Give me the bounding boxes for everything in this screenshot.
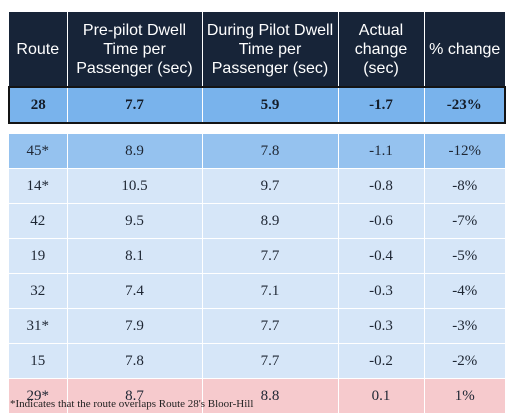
pre-pilot-cell: 10.5	[67, 168, 203, 204]
table-row: 45* 8.9 7.8 -1.1 -12%	[9, 134, 505, 169]
pre-pilot-cell: 8.9	[67, 134, 203, 169]
pre-pilot-cell: 8.1	[67, 238, 203, 274]
actual-change-cell: -0.8	[338, 168, 425, 204]
pre-pilot-cell: 7.9	[67, 308, 203, 344]
during-pilot-cell: 8.9	[202, 203, 339, 239]
percent-change-cell: -4%	[424, 273, 505, 309]
actual-change-cell: -1.1	[338, 134, 425, 169]
table-body: 28 7.7 5.9 -1.7 -23% 45* 8.9 7.8 -1.1 -12% 14* 10.5…	[8, 86, 506, 414]
table-row: 15 7.8 7.7 -0.2 -2%	[9, 343, 505, 379]
route-cell: 32	[9, 273, 68, 309]
route-cell: 14*	[9, 168, 68, 204]
table-header: Route Pre-pilot Dwell Time per Passenger…	[9, 12, 505, 87]
during-pilot-cell: 7.8	[202, 134, 339, 169]
during-pilot-cell: 7.1	[202, 273, 339, 309]
table-row: 42 9.5 8.9 -0.6 -7%	[9, 203, 505, 239]
actual-change-cell: -0.6	[338, 203, 425, 239]
percent-change-cell: -23%	[424, 86, 506, 124]
route-cell: 28	[8, 86, 68, 124]
header-row: Route Pre-pilot Dwell Time per Passenger…	[9, 12, 505, 87]
pre-pilot-cell: 7.7	[67, 86, 203, 124]
spacer-cell	[9, 123, 505, 134]
during-pilot-cell: 5.9	[202, 86, 339, 124]
dwell-time-table: Route Pre-pilot Dwell Time per Passenger…	[8, 12, 506, 414]
route-cell: 42	[9, 203, 68, 239]
actual-change-cell: -0.2	[338, 343, 425, 379]
header-actual-change: Actual change (sec)	[338, 12, 425, 87]
row-spacer	[9, 123, 505, 134]
header-during-pilot: During Pilot Dwell Time per Passenger (s…	[202, 12, 339, 87]
actual-change-cell: -0.3	[338, 308, 425, 344]
during-pilot-cell: 7.7	[202, 238, 339, 274]
pre-pilot-cell: 7.8	[67, 343, 203, 379]
during-pilot-cell: 9.7	[202, 168, 339, 204]
during-pilot-cell: 7.7	[202, 308, 339, 344]
percent-change-cell: -3%	[424, 308, 505, 344]
table-row: 31* 7.9 7.7 -0.3 -3%	[9, 308, 505, 344]
route-cell: 45*	[9, 134, 68, 169]
percent-change-cell: -8%	[424, 168, 505, 204]
pre-pilot-cell: 7.4	[67, 273, 203, 309]
during-pilot-cell: 7.7	[202, 343, 339, 379]
percent-change-cell: -7%	[424, 203, 505, 239]
table-row: 14* 10.5 9.7 -0.8 -8%	[9, 168, 505, 204]
header-route: Route	[9, 12, 68, 87]
header-percent-change: % change	[424, 12, 505, 87]
table-row: 32 7.4 7.1 -0.3 -4%	[9, 273, 505, 309]
percent-change-cell: -12%	[424, 134, 505, 169]
header-pre-pilot: Pre-pilot Dwell Time per Passenger (sec)	[67, 12, 203, 87]
percent-change-cell: -5%	[424, 238, 505, 274]
actual-change-cell: -0.4	[338, 238, 425, 274]
percent-change-cell: -2%	[424, 343, 505, 379]
table-row-highlighted: 28 7.7 5.9 -1.7 -23%	[8, 86, 506, 124]
route-cell: 19	[9, 238, 68, 274]
route-cell: 15	[9, 343, 68, 379]
route-cell: 31*	[9, 308, 68, 344]
table-row: 19 8.1 7.7 -0.4 -5%	[9, 238, 505, 274]
pre-pilot-cell: 9.5	[67, 203, 203, 239]
footnote: *Indicates that the route overlaps Route…	[10, 398, 254, 410]
actual-change-cell: -1.7	[338, 86, 425, 124]
actual-change-cell: -0.3	[338, 273, 425, 309]
